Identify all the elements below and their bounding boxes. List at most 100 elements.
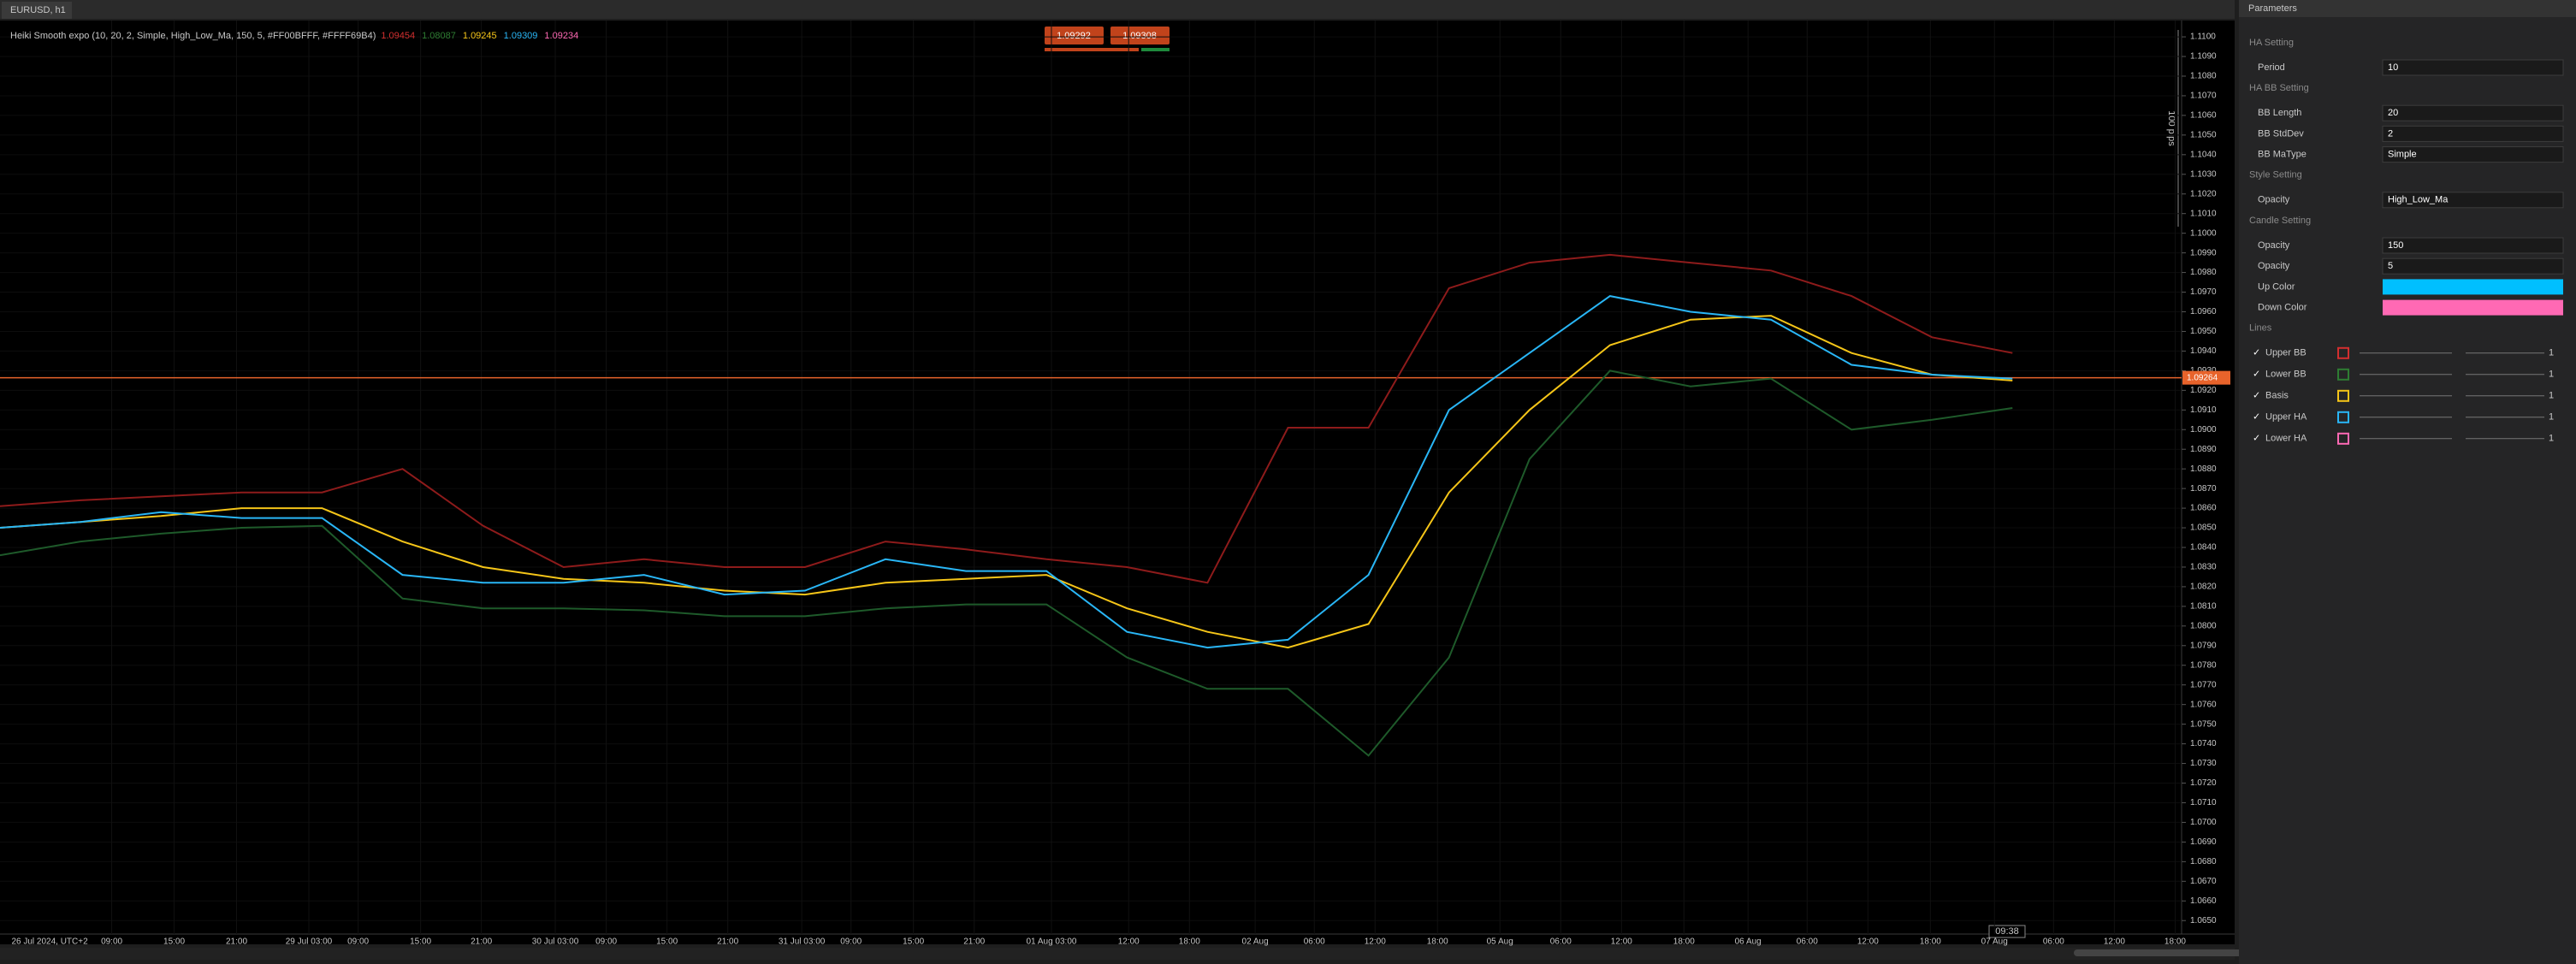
line-width[interactable]: 1 (2549, 434, 2554, 444)
param-label: BB Length (2258, 108, 2301, 118)
x-tick-label: 09:00 (101, 937, 122, 947)
y-tick-label: 1.1030 (2190, 169, 2217, 179)
color-input[interactable] (2383, 299, 2563, 316)
line-width[interactable]: 1 (2549, 370, 2554, 380)
checkbox[interactable]: ✓ (2253, 412, 2260, 423)
param-input[interactable] (2382, 237, 2564, 254)
x-tick-label: 26 Jul 2024, UTC+2 (11, 937, 88, 947)
param-label: BB MaType (2258, 150, 2307, 160)
x-tick-label: 18:00 (1673, 937, 1695, 947)
param-value[interactable]: 5 (2388, 261, 2393, 271)
x-tick-label: 09:00 (595, 937, 617, 947)
checkbox[interactable]: ✓ (2253, 370, 2260, 380)
sell-price[interactable]: 1.09292 (1057, 31, 1091, 41)
param-label: Up Color (2258, 281, 2295, 292)
line-color[interactable] (2337, 432, 2349, 445)
y-tick-label: 1.1050 (2190, 131, 2217, 140)
y-tick-label: 1.0890 (2190, 445, 2217, 454)
x-tick-label: 15:00 (163, 937, 185, 947)
x-tick-label: 29 Jul 03:00 (286, 937, 333, 947)
line-label: Lower HA (2265, 434, 2307, 444)
buy-button[interactable] (1110, 27, 1170, 44)
param-label: BB StdDev (2258, 128, 2304, 139)
param-label: Opacity (2258, 195, 2290, 205)
x-tick-label: 12:00 (1365, 937, 1386, 947)
param-label: Period (2258, 62, 2285, 73)
buy-price[interactable]: 1.09308 (1122, 31, 1157, 41)
y-tick-label: 1.1100 (2190, 33, 2216, 42)
y-tick-label: 1.0680 (2190, 857, 2217, 866)
y-tick-label: 1.0780 (2190, 660, 2217, 670)
y-tick-label: 1.0810 (2190, 602, 2217, 612)
x-tick-label: 06 Aug (1735, 937, 1762, 947)
x-tick-label: 21:00 (717, 937, 738, 947)
checkbox[interactable]: ✓ (2253, 434, 2260, 444)
param-input[interactable] (2382, 146, 2564, 163)
x-tick-label: 21:00 (226, 937, 247, 947)
color-input[interactable] (2383, 279, 2563, 295)
param-label: Opacity (2258, 240, 2290, 251)
y-tick-label: 1.0910 (2190, 405, 2217, 415)
x-tick-label: 06:00 (1797, 937, 1818, 947)
line-width[interactable]: 1 (2549, 391, 2554, 401)
line-color[interactable] (2337, 411, 2349, 423)
param-value[interactable]: 10 (2388, 62, 2398, 73)
param-input[interactable] (2382, 192, 2564, 209)
x-tick-label: 15:00 (656, 937, 678, 947)
line-label: Upper BB (2265, 348, 2307, 358)
y-tick-label: 1.0730 (2190, 759, 2217, 768)
param-value[interactable]: High_Low_Ma (2388, 195, 2449, 205)
sell-volume-bar (1045, 48, 1139, 51)
param-value[interactable]: 2 (2388, 128, 2393, 139)
tab-label[interactable]: EURUSD, h1 (10, 5, 66, 15)
param-value[interactable]: 20 (2388, 108, 2398, 118)
param-input[interactable] (2382, 104, 2564, 121)
y-tick-label: 1.0720 (2190, 778, 2217, 788)
y-tick-label: 1.0650 (2190, 916, 2217, 926)
time-marker: 09:38 (1995, 926, 2019, 937)
line-color[interactable] (2337, 346, 2349, 359)
pips-label: 100 pips (2166, 110, 2176, 146)
y-tick-label: 1.0790 (2190, 641, 2217, 650)
line-width[interactable]: 1 (2549, 348, 2554, 358)
legend-value: 1.08087 (422, 31, 456, 41)
checkbox[interactable]: ✓ (2253, 348, 2260, 358)
checkbox[interactable]: ✓ (2253, 391, 2260, 401)
param-value[interactable]: 150 (2388, 240, 2403, 251)
param-input[interactable] (2382, 125, 2564, 142)
y-tick-label: 1.0830 (2190, 563, 2217, 572)
tab[interactable] (2, 2, 72, 19)
param-value[interactable]: Simple (2388, 150, 2417, 160)
section-title: HA Setting (2249, 38, 2294, 48)
y-tick-label: 1.1070 (2190, 92, 2217, 101)
current-price-label: 1.09264 (2187, 373, 2218, 382)
x-tick-label: 06:00 (1304, 937, 1325, 947)
x-tick-label: 09:00 (840, 937, 862, 947)
y-tick-label: 1.1060 (2190, 111, 2217, 121)
tab-bar (0, 0, 2235, 19)
y-tick-label: 1.0950 (2190, 327, 2217, 336)
y-tick-label: 1.0880 (2190, 464, 2217, 474)
line-color[interactable] (2337, 389, 2349, 402)
param-label: Opacity (2258, 261, 2290, 271)
section-title: Lines (2249, 323, 2272, 334)
y-tick-label: 1.0820 (2190, 583, 2217, 592)
y-tick-label: 1.0710 (2190, 798, 2217, 807)
line-width[interactable]: 1 (2549, 412, 2554, 423)
scrollbar[interactable] (0, 948, 2235, 960)
y-tick-label: 1.1000 (2190, 228, 2217, 238)
line-color[interactable] (2337, 368, 2349, 381)
x-tick-label: 12:00 (1611, 937, 1632, 947)
param-input[interactable] (2382, 257, 2564, 275)
buy-volume-bar (1141, 48, 1170, 51)
x-tick-label: 30 Jul 03:00 (532, 937, 579, 947)
time-marker-box (1988, 925, 2026, 938)
section-title: Style Setting (2249, 170, 2302, 180)
y-tick-label: 1.1080 (2190, 72, 2217, 81)
param-input[interactable] (2382, 59, 2564, 76)
sell-button[interactable] (1045, 27, 1104, 44)
y-tick-label: 1.0750 (2190, 719, 2217, 729)
x-tick-label: 15:00 (410, 937, 431, 947)
y-tick-label: 1.1020 (2190, 189, 2217, 198)
